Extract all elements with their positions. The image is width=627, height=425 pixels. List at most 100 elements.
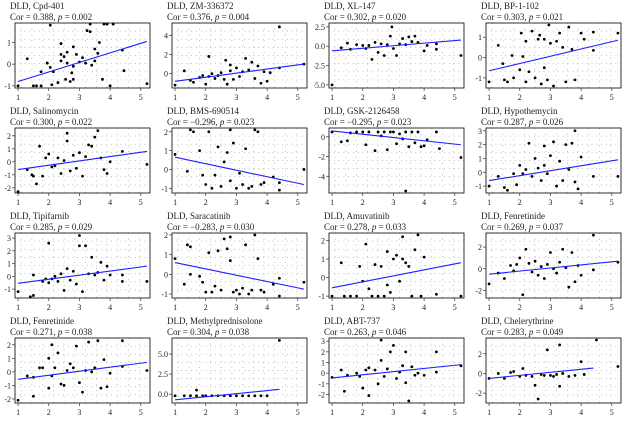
data-point xyxy=(228,394,232,398)
x-tick-label: 3 xyxy=(77,198,81,207)
data-point xyxy=(434,42,438,46)
cor-text: Cor = −0.295, xyxy=(324,117,377,127)
data-point xyxy=(361,44,365,47)
data-point xyxy=(395,377,398,380)
data-point xyxy=(549,374,552,377)
data-point xyxy=(496,372,500,375)
data-point xyxy=(231,141,235,145)
data-point xyxy=(533,259,537,263)
data-point xyxy=(228,63,232,67)
regression-line xyxy=(174,262,305,290)
data-point xyxy=(56,156,60,160)
data-point xyxy=(376,51,380,54)
x-tick-label: 1 xyxy=(16,93,20,102)
data-point xyxy=(542,66,546,70)
data-point xyxy=(231,77,235,81)
data-point xyxy=(65,369,69,372)
data-point xyxy=(85,29,89,32)
data-point xyxy=(512,370,516,373)
data-point xyxy=(259,288,263,292)
data-point xyxy=(558,260,562,264)
data-point xyxy=(59,382,63,386)
data-point xyxy=(35,84,38,88)
chart-subtitle: Cor = 0.285, p = 0.029 xyxy=(10,222,93,232)
data-point xyxy=(555,271,558,275)
chart-title: DLD, Saracatinib xyxy=(167,211,231,221)
data-point xyxy=(570,48,574,51)
y-tick-label: -1 xyxy=(4,82,11,91)
data-point xyxy=(70,71,74,75)
data-point xyxy=(16,398,20,402)
x-tick-label: 2 xyxy=(518,93,522,102)
data-point xyxy=(48,23,52,27)
y-tick-label: 2 xyxy=(7,247,11,256)
data-point xyxy=(65,50,69,54)
data-point xyxy=(88,22,92,26)
data-point xyxy=(545,263,549,266)
data-point xyxy=(108,84,112,88)
data-point xyxy=(47,152,51,156)
data-point xyxy=(579,360,583,364)
data-point xyxy=(398,279,401,283)
data-point xyxy=(530,29,534,33)
data-point xyxy=(189,245,192,249)
data-point xyxy=(71,366,75,370)
data-point xyxy=(45,61,49,65)
data-point xyxy=(552,84,555,88)
p-label: p xyxy=(219,222,225,232)
data-point xyxy=(210,186,214,190)
data-point xyxy=(16,84,20,88)
x-tick-label: 2 xyxy=(518,198,522,207)
data-point xyxy=(59,42,63,45)
regression-line xyxy=(332,130,461,146)
data-point xyxy=(65,139,69,143)
data-point xyxy=(78,381,81,385)
data-point xyxy=(364,242,368,246)
data-point xyxy=(59,53,63,56)
data-point xyxy=(105,172,109,175)
data-point xyxy=(271,282,275,286)
data-point xyxy=(62,55,66,58)
data-point xyxy=(364,143,368,147)
data-point xyxy=(228,69,232,73)
y-tick-label: 1 xyxy=(7,354,11,363)
x-tick-label: 3 xyxy=(77,93,81,102)
data-point xyxy=(530,270,534,274)
data-point xyxy=(434,370,438,374)
data-point xyxy=(244,243,248,247)
y-tick-label: -2 xyxy=(475,286,482,295)
data-point xyxy=(385,367,389,371)
y-tick-label: 3 xyxy=(7,234,11,243)
data-point xyxy=(256,130,260,134)
data-point xyxy=(538,33,542,37)
data-point xyxy=(101,77,104,81)
data-point xyxy=(616,175,620,178)
x-tick-label: 4 xyxy=(108,408,112,417)
data-point xyxy=(549,41,552,45)
data-point xyxy=(277,339,281,342)
data-point xyxy=(591,30,595,34)
data-point xyxy=(182,394,186,398)
data-point xyxy=(515,183,519,187)
data-point xyxy=(545,348,549,352)
data-point xyxy=(84,61,87,65)
x-tick-label: 1 xyxy=(173,93,177,102)
data-point xyxy=(407,35,411,39)
data-point xyxy=(259,394,263,398)
p-value: = 0.022 xyxy=(62,117,92,127)
data-point xyxy=(122,69,126,73)
data-point xyxy=(382,130,386,134)
x-tick-label: 4 xyxy=(108,93,112,102)
data-point xyxy=(342,294,346,298)
data-point xyxy=(503,277,506,280)
chart-subtitle: Cor = 0.302, p = 0.020 xyxy=(324,12,407,22)
data-point xyxy=(413,141,417,145)
data-point xyxy=(385,250,389,253)
cor-text: Cor = 0.303, xyxy=(481,12,529,22)
x-tick-label: 4 xyxy=(108,303,112,312)
data-point xyxy=(542,144,546,148)
chart-title: DLD, Cpd-401 xyxy=(10,1,65,11)
data-point xyxy=(32,394,35,398)
data-point xyxy=(527,261,531,265)
